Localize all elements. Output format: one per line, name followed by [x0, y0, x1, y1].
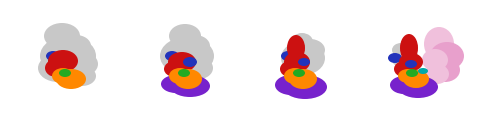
Ellipse shape — [62, 51, 98, 77]
Ellipse shape — [169, 68, 191, 84]
Ellipse shape — [280, 61, 300, 77]
Ellipse shape — [291, 33, 313, 51]
Ellipse shape — [46, 51, 60, 61]
Ellipse shape — [38, 54, 78, 82]
Ellipse shape — [59, 69, 71, 77]
Ellipse shape — [52, 68, 74, 84]
Ellipse shape — [275, 75, 307, 95]
Ellipse shape — [388, 53, 402, 63]
Ellipse shape — [295, 39, 325, 61]
Ellipse shape — [48, 50, 78, 72]
Ellipse shape — [400, 34, 418, 62]
Ellipse shape — [160, 37, 214, 75]
Ellipse shape — [174, 69, 202, 89]
Ellipse shape — [45, 59, 67, 77]
Ellipse shape — [298, 58, 310, 66]
Ellipse shape — [287, 35, 305, 61]
Ellipse shape — [281, 51, 295, 61]
Ellipse shape — [406, 69, 418, 77]
Ellipse shape — [52, 59, 64, 67]
Ellipse shape — [405, 60, 417, 68]
Ellipse shape — [178, 69, 190, 77]
Ellipse shape — [284, 68, 306, 84]
Ellipse shape — [169, 24, 201, 48]
Ellipse shape — [430, 42, 464, 70]
Ellipse shape — [61, 35, 91, 57]
Ellipse shape — [185, 57, 213, 79]
Ellipse shape — [293, 69, 305, 77]
Ellipse shape — [161, 75, 191, 93]
Ellipse shape — [164, 61, 186, 77]
Ellipse shape — [394, 61, 414, 77]
Ellipse shape — [425, 64, 449, 84]
Ellipse shape — [40, 36, 96, 76]
Ellipse shape — [399, 53, 423, 71]
Ellipse shape — [165, 51, 179, 61]
Ellipse shape — [283, 75, 327, 99]
Ellipse shape — [390, 76, 418, 94]
Ellipse shape — [56, 69, 86, 89]
Ellipse shape — [168, 52, 196, 72]
Ellipse shape — [183, 57, 197, 67]
Ellipse shape — [398, 76, 438, 98]
Ellipse shape — [403, 70, 429, 88]
Ellipse shape — [397, 55, 421, 73]
Ellipse shape — [392, 43, 410, 57]
Ellipse shape — [391, 48, 419, 68]
Ellipse shape — [424, 27, 454, 61]
Ellipse shape — [418, 68, 428, 74]
Ellipse shape — [170, 75, 210, 97]
Ellipse shape — [422, 49, 448, 71]
Ellipse shape — [180, 35, 210, 57]
Ellipse shape — [289, 69, 317, 89]
Ellipse shape — [284, 52, 310, 72]
Ellipse shape — [398, 69, 418, 83]
Ellipse shape — [68, 66, 96, 86]
Ellipse shape — [281, 41, 325, 75]
Ellipse shape — [430, 58, 460, 82]
Ellipse shape — [44, 23, 80, 49]
